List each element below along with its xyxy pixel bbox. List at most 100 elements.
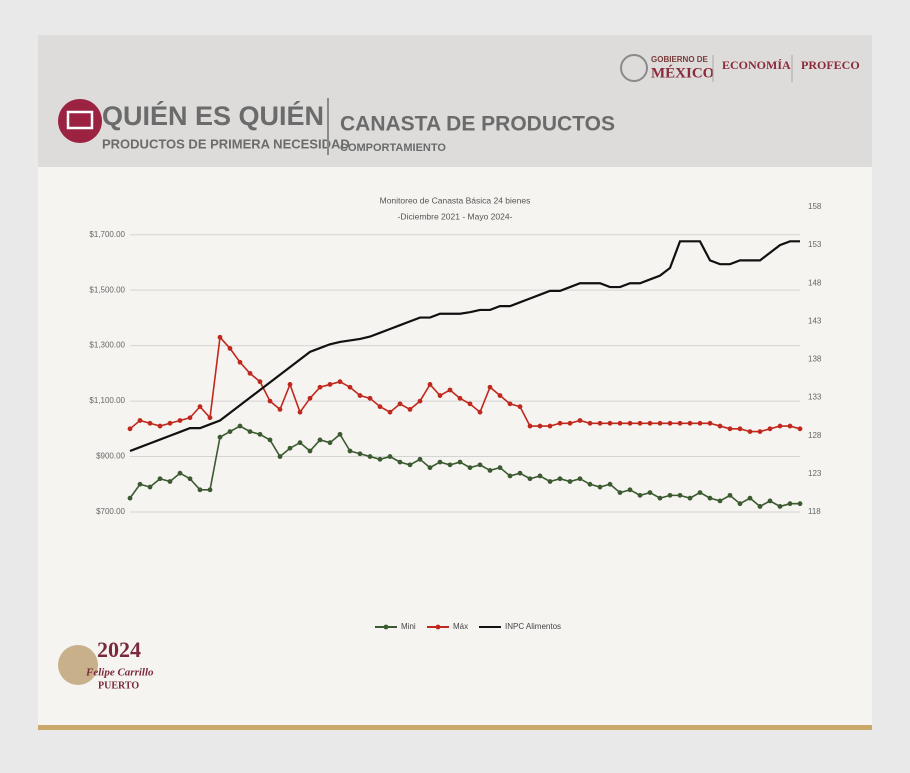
point — [567, 479, 573, 484]
point — [747, 429, 753, 434]
point — [497, 465, 503, 471]
y-tick-label: $1,100.00 — [89, 396, 125, 405]
point — [377, 404, 383, 410]
footer-name: Felipe Carrillo — [85, 667, 154, 679]
y-tick-label: $1,700.00 — [89, 230, 125, 239]
y2-tick-label: 128 — [808, 431, 822, 440]
point — [767, 498, 773, 504]
point — [507, 473, 513, 479]
y2-tick-label: 118 — [808, 507, 821, 516]
point — [797, 426, 803, 432]
point — [367, 454, 373, 459]
y-tick-label: $700.00 — [96, 507, 125, 516]
point — [207, 487, 213, 493]
point — [357, 451, 363, 457]
point — [587, 481, 593, 487]
gob-main: MÉXICO — [651, 64, 714, 81]
point — [497, 393, 503, 398]
point — [687, 495, 693, 501]
point — [567, 420, 573, 426]
point — [457, 459, 463, 465]
point — [387, 454, 393, 459]
point — [787, 423, 793, 429]
point — [757, 504, 763, 509]
point — [157, 423, 163, 429]
point — [667, 492, 673, 498]
point — [637, 420, 643, 426]
point — [617, 420, 623, 426]
point — [377, 456, 383, 462]
point — [317, 384, 323, 390]
point — [307, 395, 313, 401]
point — [177, 470, 183, 476]
point — [477, 462, 483, 468]
point — [307, 448, 313, 454]
point — [487, 468, 493, 473]
logo-basket — [66, 110, 94, 130]
point — [737, 501, 743, 507]
y2-tick-label: 143 — [808, 316, 822, 325]
point — [417, 398, 423, 404]
logo-badge — [58, 99, 102, 143]
point — [627, 487, 633, 493]
point — [257, 379, 263, 385]
point — [627, 420, 633, 426]
point — [327, 440, 333, 446]
profeco: PROFECO — [801, 58, 860, 72]
point — [587, 420, 593, 426]
point — [687, 420, 693, 426]
point — [547, 479, 553, 484]
point — [427, 465, 433, 471]
point — [227, 346, 233, 351]
point — [247, 370, 253, 376]
point — [397, 459, 403, 465]
point — [277, 407, 283, 412]
y2-tick-label: 158 — [808, 202, 822, 211]
point — [237, 423, 243, 429]
point — [137, 481, 143, 487]
point — [387, 409, 393, 415]
point — [797, 501, 803, 507]
point — [337, 431, 343, 437]
section-title: CANASTA DE PRODUCTOS — [340, 113, 615, 136]
point — [527, 476, 533, 482]
point — [347, 384, 353, 390]
point — [157, 476, 163, 482]
bottom-rule — [38, 725, 872, 730]
point — [167, 479, 173, 484]
point — [317, 437, 323, 443]
point — [187, 415, 193, 421]
point — [347, 448, 353, 454]
point — [747, 495, 753, 501]
point — [537, 423, 543, 429]
point — [777, 423, 783, 429]
point — [777, 504, 783, 509]
point — [467, 401, 473, 407]
point — [517, 470, 523, 476]
point — [177, 418, 183, 423]
series-line — [129, 240, 800, 453]
point — [267, 398, 273, 404]
point — [397, 401, 403, 407]
point — [267, 437, 273, 443]
point — [727, 492, 733, 498]
point — [187, 476, 193, 482]
header-title: QUIÉN ES QUIÉN — [102, 100, 324, 131]
point — [657, 420, 663, 426]
point — [167, 420, 173, 426]
point — [257, 431, 263, 437]
point — [147, 484, 153, 490]
point — [447, 387, 453, 393]
y2-tick-label: 133 — [808, 393, 822, 402]
point — [607, 420, 613, 426]
point — [527, 423, 533, 429]
y2-tick-label: 138 — [808, 355, 822, 364]
point — [677, 492, 683, 498]
point — [427, 382, 433, 387]
point — [557, 420, 563, 426]
point — [287, 382, 293, 387]
point — [227, 429, 233, 434]
point — [437, 393, 443, 398]
legend-label: Mini — [401, 622, 416, 631]
